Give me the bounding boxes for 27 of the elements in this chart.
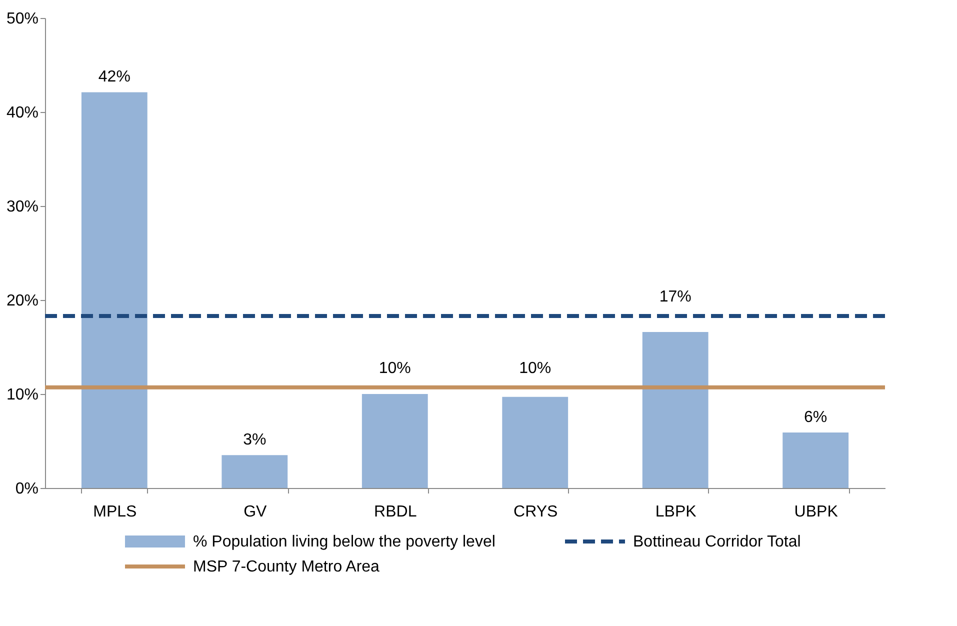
data-label: 3% <box>243 432 266 449</box>
legend-label: Bottineau Corridor Total <box>633 534 801 550</box>
data-label: 10% <box>378 360 411 378</box>
legend-label: % Population living below the poverty level <box>193 534 496 550</box>
y-tick-label: 0% <box>15 480 38 498</box>
data-label: 17% <box>659 288 692 306</box>
x-tick-label: RBDL <box>374 504 417 520</box>
data-label: 10% <box>519 360 552 378</box>
y-tick-label: 10% <box>6 386 38 404</box>
y-tick-label: 50% <box>6 10 38 28</box>
data-label: 42% <box>98 68 130 86</box>
x-tick-label: LBPK <box>655 504 697 520</box>
bar <box>81 92 148 488</box>
bar <box>222 455 288 488</box>
bar <box>362 394 428 488</box>
y-tick-label: 20% <box>6 292 38 310</box>
x-tick-label: GV <box>244 504 268 520</box>
y-tick-label: 30% <box>6 198 38 216</box>
x-tick-label: UBPK <box>794 504 838 520</box>
bar <box>642 332 708 488</box>
y-tick-label: 40% <box>6 104 38 122</box>
legend-label: MSP 7-County Metro Area <box>193 558 380 576</box>
data-label: 6% <box>804 409 828 426</box>
x-tick-label: CRYS <box>514 504 558 520</box>
bar <box>782 432 849 488</box>
x-tick-label: MPLS <box>93 504 137 520</box>
bar <box>502 396 568 488</box>
